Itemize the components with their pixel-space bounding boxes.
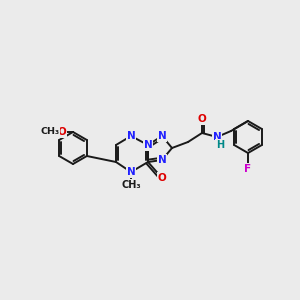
Text: H: H [216, 140, 224, 150]
Text: N: N [144, 140, 152, 150]
Text: O: O [58, 127, 66, 137]
Text: N: N [158, 155, 166, 165]
Text: O: O [158, 173, 166, 183]
Text: N: N [127, 167, 135, 177]
Text: CH₃: CH₃ [40, 128, 60, 136]
Text: CH₃: CH₃ [121, 180, 141, 190]
Text: N: N [213, 132, 221, 142]
Text: N: N [158, 131, 166, 141]
Text: O: O [198, 114, 206, 124]
Text: F: F [244, 164, 252, 174]
Text: N: N [127, 131, 135, 141]
